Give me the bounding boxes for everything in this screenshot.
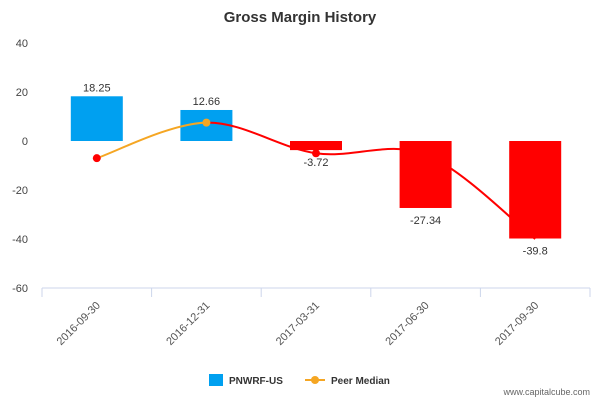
data-label: -39.8 — [523, 246, 548, 258]
bar-series — [70, 96, 562, 239]
legend: PNWRF-US Peer Median — [209, 374, 390, 387]
watermark: www.capitalcube.com — [502, 387, 590, 397]
data-label: 18.25 — [83, 82, 111, 94]
data-label: 12.66 — [193, 96, 221, 108]
x-axis — [41, 287, 591, 297]
x-tick-labels: 2016-09-30 2016-12-31 2017-03-31 2017-06-30… — [55, 300, 542, 348]
bar-2017-09-30 — [509, 141, 562, 239]
legend-label-peer[interactable]: Peer Median — [331, 376, 390, 387]
legend-swatch-pnwrf[interactable] — [209, 374, 223, 386]
peer-line-segment — [206, 121, 317, 155]
x-tick-label: 2017-03-31 — [274, 300, 322, 348]
x-tick-label: 2017-09-30 — [493, 300, 541, 348]
peer-line-segment — [315, 147, 426, 156]
chart-title: Gross Margin History — [224, 9, 377, 26]
y-axis: 40 20 0 -20 -40 -60 — [12, 38, 28, 295]
y-tick-label: 20 — [16, 87, 28, 99]
y-tick-label: 40 — [16, 38, 28, 50]
data-label: -3.72 — [303, 157, 328, 169]
y-tick-label: -60 — [12, 283, 28, 295]
x-tick-label: 2016-09-30 — [55, 300, 103, 348]
peer-marker-2016-09-30 — [92, 154, 101, 163]
y-tick-label: -20 — [12, 185, 28, 197]
y-tick-label: 0 — [22, 136, 28, 148]
data-labels: 18.25 12.66 -3.72 -27.34 -39.8 — [83, 82, 548, 257]
bar-2016-09-30 — [70, 96, 123, 141]
legend-label-pnwrf[interactable]: PNWRF-US — [229, 376, 283, 387]
legend-marker-peer[interactable] — [311, 376, 319, 384]
peer-line-segment — [425, 153, 536, 240]
data-label: -27.34 — [410, 215, 441, 227]
x-tick-label: 2017-06-30 — [383, 300, 431, 348]
y-tick-label: -40 — [12, 234, 28, 246]
x-tick-label: 2016-12-31 — [164, 300, 212, 348]
peer-line-segment — [96, 121, 207, 160]
peer-marker-2016-12-31 — [202, 118, 211, 127]
bar-2017-03-31 — [290, 141, 342, 151]
peer-marker-2017-03-31 — [312, 149, 320, 158]
peer-median-series — [92, 118, 536, 240]
peer-marker-2017-06-30 — [421, 150, 430, 159]
